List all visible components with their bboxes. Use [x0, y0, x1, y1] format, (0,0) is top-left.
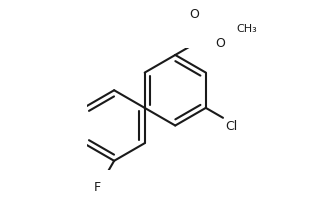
Text: F: F	[94, 181, 101, 194]
Text: O: O	[189, 8, 199, 21]
Text: O: O	[215, 37, 225, 50]
Text: CH₃: CH₃	[236, 24, 257, 34]
Text: Cl: Cl	[225, 120, 237, 133]
